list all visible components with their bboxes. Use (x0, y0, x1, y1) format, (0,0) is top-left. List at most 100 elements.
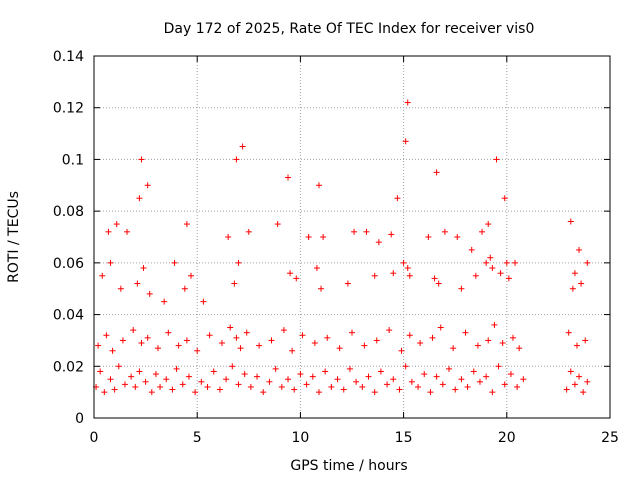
data-point (573, 342, 580, 349)
data-point (136, 368, 143, 375)
data-point (505, 275, 512, 282)
y-tick-label: 0.08 (53, 204, 84, 220)
data-point (353, 378, 360, 385)
data-point (458, 376, 465, 383)
data-point (148, 389, 155, 396)
data-point (322, 368, 329, 375)
data-point (181, 285, 188, 292)
data-point (441, 228, 448, 235)
data-point (218, 340, 225, 347)
data-point (154, 345, 161, 352)
data-point (132, 383, 139, 390)
data-point (241, 371, 248, 378)
data-point (206, 332, 213, 339)
data-point (266, 378, 273, 385)
data-point (565, 329, 572, 336)
x-tick-label: 5 (193, 430, 202, 446)
data-point (293, 275, 300, 282)
data-point (386, 327, 393, 334)
data-point (501, 381, 508, 388)
data-point (384, 381, 391, 388)
data-point (287, 270, 294, 277)
y-tick-label: 0.14 (53, 49, 84, 65)
data-point (233, 156, 240, 163)
x-tick-label: 20 (498, 430, 516, 446)
data-point (584, 259, 591, 266)
y-tick-label: 0.12 (53, 101, 84, 117)
data-point (489, 265, 496, 272)
data-point (571, 270, 578, 277)
data-point (289, 347, 296, 354)
data-point (274, 221, 281, 228)
data-point (185, 373, 192, 380)
data-point (429, 334, 436, 341)
data-point (315, 182, 322, 189)
data-point (336, 345, 343, 352)
data-point (446, 365, 453, 372)
data-point (223, 376, 230, 383)
data-point (402, 138, 409, 145)
data-point (285, 174, 292, 181)
data-point (493, 156, 500, 163)
data-point (388, 231, 395, 238)
data-point (109, 347, 116, 354)
data-point (179, 381, 186, 388)
data-point (464, 383, 471, 390)
data-point (479, 228, 486, 235)
chart-title: Day 172 of 2025, Rate Of TEC Index for r… (164, 21, 535, 37)
data-point (278, 383, 285, 390)
data-point (183, 221, 190, 228)
data-point (318, 285, 325, 292)
data-point (520, 376, 527, 383)
data-point (229, 363, 236, 370)
data-point (107, 259, 114, 266)
y-tick-label: 0.1 (62, 152, 84, 168)
data-point (142, 378, 149, 385)
data-point (303, 381, 310, 388)
x-tick-label: 10 (291, 430, 309, 446)
data-point (390, 376, 397, 383)
y-tick-label: 0 (75, 411, 84, 427)
data-point (200, 298, 207, 305)
data-point (576, 373, 583, 380)
data-point (404, 265, 411, 272)
data-point (439, 381, 446, 388)
data-point (404, 99, 411, 106)
data-point (157, 383, 164, 390)
data-point (268, 337, 275, 344)
data-point (231, 280, 238, 287)
data-point (470, 368, 477, 375)
data-point (472, 272, 479, 279)
y-tick-labels: 0 0.02 0.04 0.06 0.08 0.1 0.12 0.14 (53, 49, 84, 427)
data-point (235, 259, 242, 266)
data-point (450, 345, 457, 352)
data-point (165, 329, 172, 336)
data-point (152, 371, 159, 378)
data-point (402, 363, 409, 370)
data-point (97, 368, 104, 375)
data-point (101, 389, 108, 396)
data-point (433, 373, 440, 380)
data-point (299, 332, 306, 339)
data-point (483, 259, 490, 266)
data-point (421, 371, 428, 378)
data-point (417, 340, 424, 347)
data-point (454, 234, 461, 240)
axis-ticks (93, 55, 611, 419)
x-axis-label: GPS time / hours (290, 458, 407, 474)
data-point (499, 340, 506, 347)
data-point (309, 373, 316, 380)
data-point (291, 386, 298, 393)
data-point (359, 383, 366, 390)
data-point (516, 345, 523, 352)
data-point (373, 337, 380, 344)
data-point (146, 290, 153, 297)
data-point (144, 334, 151, 341)
data-point (169, 386, 176, 393)
data-point (425, 234, 432, 240)
data-point (103, 332, 110, 339)
data-point (115, 363, 122, 370)
data-point (509, 334, 516, 341)
data-point (346, 365, 353, 372)
data-point (567, 368, 574, 375)
